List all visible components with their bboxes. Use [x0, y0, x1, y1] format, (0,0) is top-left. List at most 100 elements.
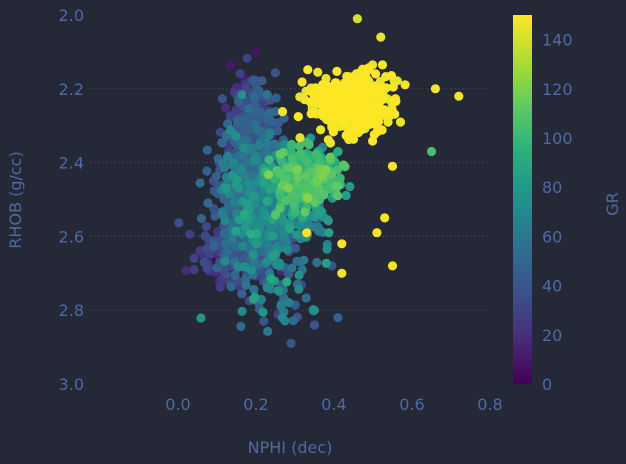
- data-point: [387, 261, 398, 271]
- data-point: [233, 97, 244, 107]
- data-point: [235, 69, 245, 79]
- data-point: [287, 139, 297, 149]
- data-point: [276, 299, 286, 309]
- data-point: [202, 145, 212, 155]
- data-point: [222, 152, 232, 162]
- colorbar-tick-label: 100: [542, 129, 573, 148]
- data-point: [293, 112, 303, 122]
- data-point: [322, 244, 332, 254]
- data-point: [348, 134, 359, 144]
- data-point: [189, 264, 199, 275]
- data-point: [248, 75, 258, 85]
- y-tick-label: 2.6: [59, 227, 84, 246]
- data-point: [285, 223, 295, 234]
- data-point: [212, 263, 222, 273]
- data-point: [284, 298, 294, 308]
- data-point: [356, 103, 366, 113]
- data-point: [287, 153, 297, 164]
- x-axis-label: NPHI (dec): [248, 438, 333, 457]
- data-point: [231, 105, 241, 115]
- data-point: [318, 80, 328, 90]
- data-point: [330, 78, 340, 88]
- data-point: [299, 255, 309, 265]
- data-point: [301, 293, 311, 303]
- data-point: [217, 138, 227, 148]
- data-point: [270, 210, 281, 220]
- data-point: [221, 183, 231, 193]
- data-point: [255, 107, 265, 117]
- y-axis-ticks: 2.0 2.2 2.4 2.6 2.8 3.0: [59, 6, 84, 394]
- data-point: [291, 243, 301, 253]
- data-point: [357, 96, 367, 106]
- data-point: [264, 155, 274, 165]
- data-point: [309, 305, 319, 315]
- data-point: [323, 135, 333, 145]
- data-point: [345, 182, 355, 192]
- data-point: [349, 85, 360, 95]
- data-point: [321, 164, 331, 175]
- y-tick-label: 2.0: [59, 6, 84, 25]
- data-point: [327, 119, 337, 129]
- data-point: [239, 209, 249, 219]
- data-point: [364, 64, 374, 75]
- data-point: [337, 239, 347, 249]
- data-point: [288, 198, 298, 208]
- data-point: [209, 241, 219, 251]
- data-point: [280, 140, 290, 150]
- colorbar-tick-label: 40: [542, 277, 562, 296]
- data-point: [258, 307, 268, 317]
- data-point: [254, 140, 265, 150]
- y-tick-label: 2.8: [59, 301, 84, 320]
- data-point: [249, 92, 259, 102]
- data-point: [373, 124, 383, 134]
- data-point: [341, 190, 351, 201]
- data-point: [259, 177, 269, 187]
- data-point: [387, 161, 398, 171]
- data-point: [266, 274, 276, 284]
- data-point: [364, 87, 374, 97]
- data-point: [377, 93, 387, 103]
- data-point: [302, 228, 312, 238]
- data-point: [174, 218, 184, 228]
- data-point: [262, 283, 272, 293]
- data-point: [230, 270, 240, 280]
- data-point: [201, 244, 212, 254]
- data-point: [220, 216, 230, 226]
- data-point: [333, 147, 343, 157]
- data-point: [251, 48, 261, 58]
- y-axis-label: RHOB (g/cc): [6, 151, 25, 248]
- data-point: [277, 313, 287, 323]
- data-point: [229, 197, 239, 207]
- data-point: [292, 230, 302, 240]
- data-point: [267, 117, 277, 127]
- data-point: [211, 171, 221, 181]
- data-point: [333, 313, 343, 323]
- data-point: [220, 256, 230, 266]
- data-point: [236, 150, 246, 160]
- data-point: [246, 229, 256, 239]
- data-point: [325, 152, 335, 162]
- data-point: [321, 258, 331, 268]
- data-point: [454, 91, 464, 101]
- data-point: [225, 125, 236, 135]
- data-point: [316, 125, 326, 135]
- data-point: [352, 14, 362, 24]
- data-point: [318, 101, 328, 111]
- data-point: [222, 246, 232, 256]
- data-point: [265, 130, 275, 140]
- y-tick-label: 2.4: [59, 154, 84, 173]
- data-point: [333, 191, 343, 201]
- data-point: [389, 97, 399, 107]
- data-point: [377, 60, 388, 70]
- data-point: [395, 117, 406, 127]
- data-point: [295, 221, 305, 231]
- data-point: [310, 197, 320, 207]
- data-point: [388, 82, 398, 92]
- data-point: [254, 86, 264, 96]
- data-point: [282, 244, 292, 254]
- colorbar: [513, 15, 532, 384]
- data-point: [305, 97, 315, 107]
- data-point: [237, 90, 247, 100]
- data-point: [185, 229, 195, 239]
